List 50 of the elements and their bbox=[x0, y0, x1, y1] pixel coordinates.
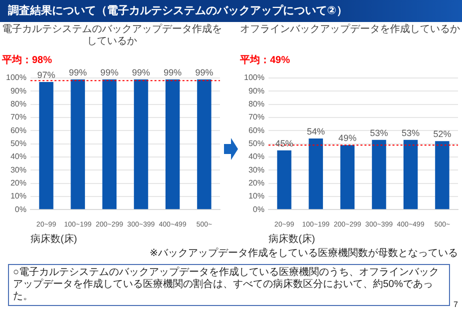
bar bbox=[277, 150, 292, 210]
data-label: 99% bbox=[132, 67, 150, 78]
y-tick-label: 30% bbox=[10, 165, 26, 174]
data-label: 97% bbox=[37, 70, 56, 80]
y-tick-label: 70% bbox=[248, 112, 264, 122]
data-label: 99% bbox=[195, 67, 214, 78]
bar bbox=[435, 141, 450, 210]
chart-title: 電子カルテシステムのバックアップデータ作成をしているか bbox=[1, 24, 223, 49]
y-tick-label: 20% bbox=[10, 178, 26, 188]
y-tick-label: 40% bbox=[248, 152, 264, 162]
bar bbox=[340, 145, 355, 210]
y-tick-label: 100% bbox=[244, 73, 264, 82]
data-label: 52% bbox=[433, 129, 452, 140]
y-tick-label: 50% bbox=[10, 139, 26, 148]
y-tick-label: 10% bbox=[248, 192, 264, 201]
data-label: 45% bbox=[275, 138, 294, 148]
data-label: 99% bbox=[164, 67, 182, 78]
ref-line-label: 平均：98% bbox=[1, 54, 52, 66]
data-label: 49% bbox=[338, 133, 356, 144]
y-tick-label: 80% bbox=[10, 100, 26, 109]
y-tick-label: 40% bbox=[10, 152, 26, 162]
bar bbox=[404, 140, 418, 210]
y-tick-label: 50% bbox=[248, 139, 264, 148]
ref-line-label: 平均：49% bbox=[239, 54, 290, 66]
data-label: 53% bbox=[370, 128, 388, 138]
data-label: 53% bbox=[402, 128, 420, 138]
y-tick-label: 80% bbox=[248, 100, 264, 109]
chart-title: オフラインバックアップデータを作成しているか bbox=[239, 24, 461, 37]
text: ○電子カルテシステムのバックアップデータを作成している医療機関のうち、オフラインバックアップデータを作成している医療機関の割合は、すべての病床数区分において、約50%であった。 bbox=[8, 264, 450, 306]
y-tick-label: 100% bbox=[6, 73, 26, 82]
text: 7 bbox=[454, 300, 458, 309]
y-tick-label: 90% bbox=[248, 86, 264, 96]
data-label: 99% bbox=[100, 67, 118, 78]
y-tick-label: 0% bbox=[252, 204, 264, 214]
x-axis-title: 病床数(床) bbox=[30, 232, 78, 245]
data-label: 99% bbox=[68, 67, 87, 78]
data-label: 54% bbox=[306, 126, 325, 137]
bar bbox=[372, 140, 386, 210]
y-tick-label: 30% bbox=[248, 165, 264, 174]
y-tick-label: 20% bbox=[248, 178, 264, 188]
text: ※バックアップデータ作成をしている医療機関数が母数となっている bbox=[150, 248, 458, 260]
bar bbox=[308, 138, 323, 210]
y-tick-label: 10% bbox=[10, 192, 26, 201]
text: 調査結果について（電子カルテシステムのバックアップについて②） bbox=[8, 4, 348, 18]
y-tick-label: 0% bbox=[14, 204, 26, 214]
x-axis-title: 病床数(床) bbox=[268, 232, 316, 245]
y-tick-label: 90% bbox=[10, 86, 26, 96]
y-tick-label: 70% bbox=[10, 112, 26, 122]
y-tick-label: 60% bbox=[248, 126, 264, 135]
y-tick-label: 60% bbox=[10, 126, 26, 135]
